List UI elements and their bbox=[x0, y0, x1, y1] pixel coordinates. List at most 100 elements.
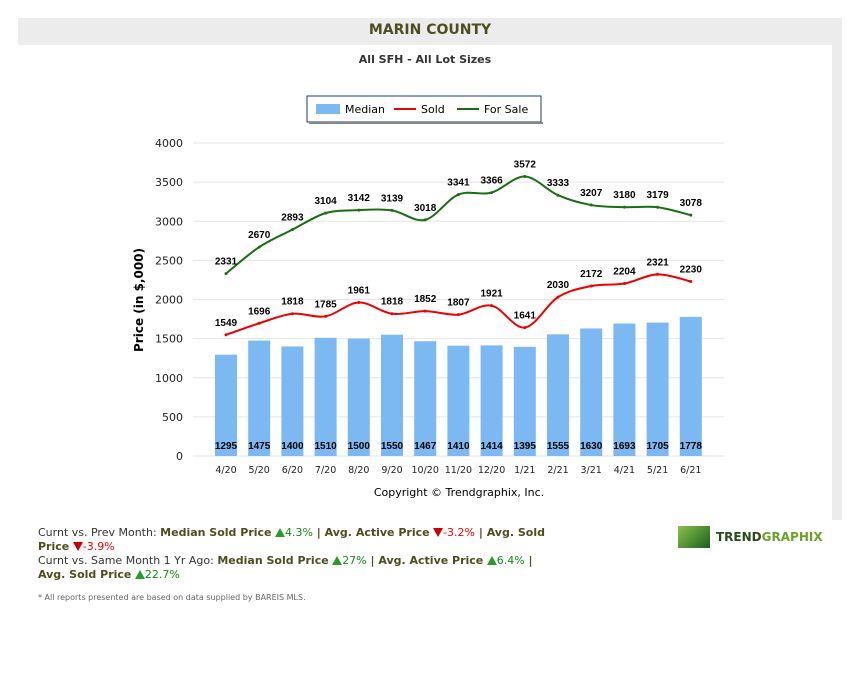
bar-median bbox=[248, 340, 271, 456]
x-tick-label: 11/20 bbox=[445, 465, 472, 476]
y-tick-label: 2000 bbox=[155, 294, 183, 307]
line-data-label: 3142 bbox=[348, 193, 371, 204]
line-data-label: 1818 bbox=[281, 297, 304, 308]
line-point bbox=[423, 309, 427, 313]
line-point bbox=[390, 208, 394, 212]
separator: | bbox=[366, 554, 379, 567]
y-axis-label: Price (in $,000) bbox=[132, 248, 146, 352]
bar-median bbox=[414, 341, 437, 456]
line-data-label: 3018 bbox=[414, 203, 437, 214]
stat-label: Median Sold Price bbox=[217, 554, 329, 567]
y-tick-label: 3000 bbox=[155, 215, 183, 228]
x-tick-label: 8/20 bbox=[348, 465, 369, 476]
stat-value: -3.9% bbox=[82, 540, 115, 553]
line-data-label: 3572 bbox=[514, 159, 537, 170]
line-data-label: 2230 bbox=[680, 265, 703, 276]
line-data-label: 3180 bbox=[613, 190, 636, 201]
line-data-label: 2030 bbox=[547, 280, 570, 291]
line-point bbox=[622, 205, 626, 209]
bar-median bbox=[314, 337, 337, 456]
bar-data-label: 1550 bbox=[381, 441, 404, 452]
separator: | bbox=[475, 526, 487, 539]
line-data-label: 1549 bbox=[215, 318, 238, 329]
line-point bbox=[656, 272, 660, 276]
y-tick-label: 3500 bbox=[155, 176, 183, 189]
line-data-label: 3341 bbox=[447, 178, 470, 189]
x-tick-label: 5/21 bbox=[647, 465, 668, 476]
up-arrow-icon bbox=[134, 570, 145, 579]
line-data-label: 1921 bbox=[480, 289, 503, 300]
stat-value: -3.2% bbox=[443, 526, 475, 539]
prev-month-label: Curnt vs. Prev Month: bbox=[38, 526, 161, 539]
bar-data-label: 1630 bbox=[580, 441, 603, 452]
x-tick-label: 6/21 bbox=[680, 465, 701, 476]
line-point bbox=[257, 321, 261, 325]
trendgraphix-logo: TRENDGRAPHIX bbox=[678, 526, 823, 548]
year-ago-label: Curnt vs. Same Month 1 Yr Ago: bbox=[38, 554, 218, 567]
x-tick-label: 6/20 bbox=[282, 465, 303, 476]
bar-data-label: 1555 bbox=[547, 441, 570, 452]
stat-value: 22.7% bbox=[144, 568, 180, 581]
bar-median bbox=[381, 334, 403, 456]
bar-data-label: 1295 bbox=[215, 441, 238, 452]
legend-swatch-median bbox=[316, 104, 340, 114]
stat-label: Avg. Active Price bbox=[324, 526, 430, 539]
line-data-label: 1696 bbox=[248, 306, 271, 317]
chart: 0 500 1000 1500 2000 2500 3000 3500 4000 Price (i… bbox=[132, 95, 724, 499]
x-tick-label: 9/20 bbox=[381, 465, 402, 476]
line-data-label: 2321 bbox=[646, 257, 669, 268]
bar-data-label: 1395 bbox=[514, 441, 537, 452]
x-tick-label: 12/20 bbox=[478, 465, 505, 476]
line-point bbox=[290, 228, 294, 232]
stat-value: 4.3% bbox=[285, 526, 313, 539]
x-tick-label: 1/21 bbox=[514, 465, 535, 476]
stat-value: 27% bbox=[342, 554, 367, 567]
line-data-label: 1807 bbox=[447, 298, 470, 309]
bar-median bbox=[580, 328, 603, 456]
line-data-label: 1818 bbox=[381, 297, 404, 308]
x-tick-label: 2/21 bbox=[547, 465, 568, 476]
line-data-label: 2893 bbox=[281, 213, 304, 224]
line-data-label: 1852 bbox=[414, 294, 437, 305]
down-arrow-icon bbox=[72, 542, 83, 551]
y-tick-label: 1000 bbox=[155, 372, 183, 385]
logo-text: TREND bbox=[716, 530, 762, 544]
footnote: * All reports presented are based on dat… bbox=[38, 593, 306, 602]
x-tick-label: 3/21 bbox=[581, 465, 602, 476]
logo-text: GRAPHIX bbox=[761, 530, 823, 544]
legend: Median Sold For Sale bbox=[306, 95, 543, 124]
x-tick-label: 4/20 bbox=[215, 465, 236, 476]
up-arrow-icon bbox=[486, 556, 497, 565]
line-point bbox=[523, 174, 527, 178]
legend-label: Sold bbox=[421, 103, 445, 116]
y-tick-label: 0 bbox=[176, 450, 183, 463]
line-point bbox=[456, 313, 460, 317]
legend-label: For Sale bbox=[484, 103, 528, 116]
line-point bbox=[224, 333, 228, 337]
bar-data-label: 1705 bbox=[646, 441, 669, 452]
line-point bbox=[556, 193, 560, 197]
stats-summary: Curnt vs. Prev Month: Median Sold Price … bbox=[38, 526, 558, 582]
line-data-label: 3179 bbox=[646, 190, 669, 201]
line-point bbox=[490, 304, 494, 308]
bar-data-label: 1693 bbox=[613, 441, 636, 452]
bar-median bbox=[281, 346, 304, 456]
line-data-label: 3139 bbox=[381, 193, 404, 204]
copyright-credit: Copyright © Trendgraphix, Inc. bbox=[374, 486, 544, 499]
bar-data-label: 1778 bbox=[680, 441, 703, 452]
line-data-label: 2670 bbox=[248, 230, 271, 241]
up-arrow-icon bbox=[332, 556, 343, 565]
line-point bbox=[357, 208, 361, 212]
chart-subtitle: All SFH - All Lot Sizes bbox=[358, 53, 492, 66]
y-tick-label: 4000 bbox=[155, 137, 183, 150]
line-point bbox=[290, 312, 294, 316]
line-point bbox=[656, 205, 660, 209]
bar-data-label: 1500 bbox=[348, 441, 371, 452]
line-point bbox=[357, 301, 361, 305]
bar-median bbox=[513, 346, 536, 456]
line-point bbox=[622, 282, 626, 286]
bar-median bbox=[679, 316, 702, 456]
line-point bbox=[456, 193, 460, 197]
line-point bbox=[224, 272, 228, 276]
line-data-label: 3366 bbox=[480, 176, 503, 187]
